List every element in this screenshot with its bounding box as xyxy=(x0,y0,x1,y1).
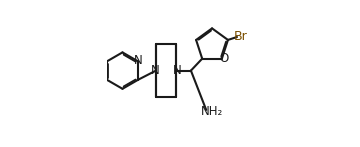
Text: N: N xyxy=(134,54,143,67)
Text: O: O xyxy=(219,52,229,65)
Text: Br: Br xyxy=(234,30,248,43)
Text: N: N xyxy=(173,64,182,77)
Text: N: N xyxy=(150,64,159,77)
Text: NH₂: NH₂ xyxy=(201,105,223,118)
